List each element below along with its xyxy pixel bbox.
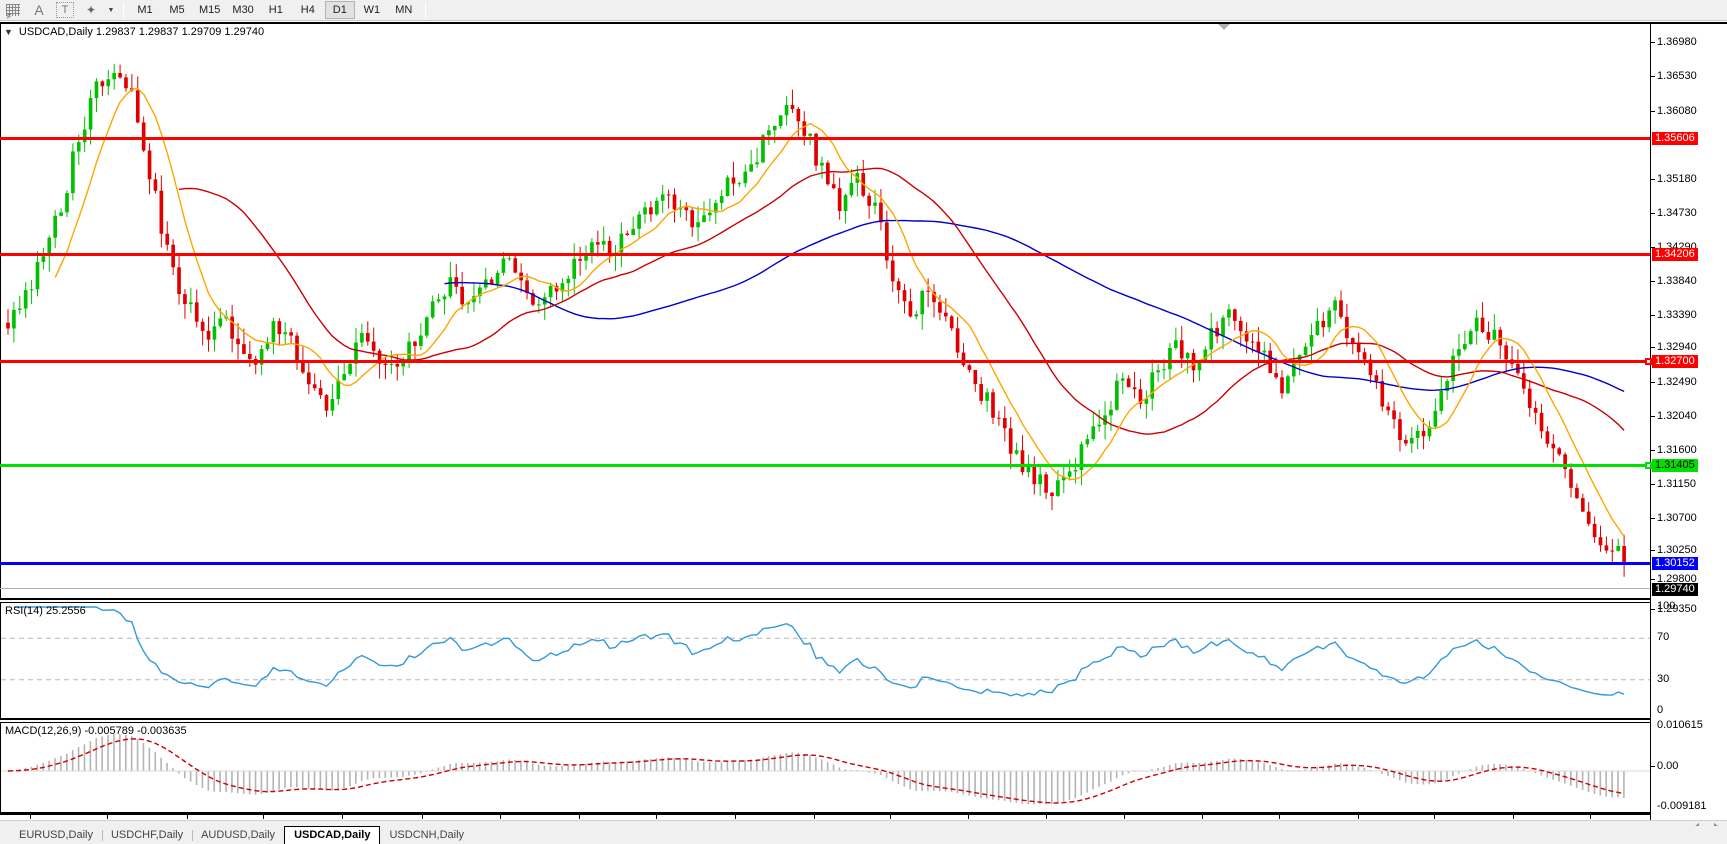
- timeframe-w1[interactable]: W1: [363, 4, 381, 16]
- macd-pane[interactable]: MACD(12,26,9) -0.005789 -0.003635: [0, 722, 1650, 814]
- timeframe-h4[interactable]: H4: [300, 4, 315, 16]
- chart-tab-bar: EURUSD,Daily USDCHF,Daily AUDUSD,Daily U…: [0, 826, 1727, 844]
- date-tick-mark: [1434, 815, 1436, 819]
- date-tick-mark: [889, 815, 891, 819]
- timeframe-m1[interactable]: M1: [137, 4, 153, 16]
- objects-icon[interactable]: ✦: [85, 3, 97, 17]
- chart-menu-caret-icon[interactable]: ▼: [4, 27, 13, 37]
- pane-collapse-arrow-icon[interactable]: [1218, 24, 1230, 30]
- price-tick: 1.30250: [1651, 544, 1727, 556]
- date-tick-mark: [263, 815, 265, 819]
- date-tick-mark: [1201, 815, 1203, 819]
- last-price-line[interactable]: [0, 588, 1650, 589]
- price-tick: 1.32940: [1651, 341, 1727, 353]
- price-tick: 1.36530: [1651, 70, 1727, 82]
- toolbar-divider-2: [424, 2, 426, 18]
- rsi-plot: [1, 606, 1650, 697]
- support-green-line[interactable]: [0, 464, 1650, 467]
- date-tick-mark: [579, 815, 581, 819]
- chart-tab-usdchf[interactable]: USDCHF,Daily: [101, 827, 192, 844]
- price-tick: 1.36980: [1651, 36, 1727, 48]
- chart-tab-audusd[interactable]: AUDUSD,Daily: [192, 827, 284, 844]
- toolbar-divider: [123, 2, 124, 18]
- support-blue-price-label[interactable]: 1.30152: [1652, 557, 1698, 570]
- timeframe-mn[interactable]: MN: [395, 4, 413, 16]
- price-tick: 1.31150: [1651, 478, 1727, 490]
- price-tick: 1.30700: [1651, 512, 1727, 524]
- timeframe-d1[interactable]: D1: [324, 1, 355, 19]
- support-blue-line[interactable]: [0, 562, 1650, 565]
- chart-tab-usdcad[interactable]: USDCAD,Daily: [284, 826, 381, 844]
- resistance-1-line[interactable]: [0, 137, 1650, 140]
- price-tick: 1.33390: [1651, 309, 1727, 321]
- date-tick-mark: [656, 815, 658, 819]
- crosshair-grid-icon[interactable]: [0, 1, 26, 21]
- pane-border: [0, 24, 1, 598]
- price-tick: 1.29800: [1651, 573, 1727, 585]
- rsi-level-label: 100: [1657, 600, 1676, 612]
- support-green-price-label[interactable]: 1.31405: [1652, 459, 1698, 472]
- rsi-title: RSI(14) 25.2556: [5, 605, 86, 617]
- price-pane[interactable]: [0, 24, 1650, 600]
- date-tick-mark: [1357, 815, 1359, 819]
- date-tick-mark: [1590, 815, 1592, 819]
- main-toolbar: A T ✦ ▼ M1 M5 M15 M30 H1 H4 D1 W1 MN: [0, 0, 1727, 21]
- rsi-level-label: 30: [1657, 672, 1670, 685]
- pane-border: [0, 723, 1, 812]
- timeframe-m5[interactable]: M5: [169, 4, 185, 16]
- date-tick-mark: [107, 815, 109, 819]
- chart-window[interactable]: ▼ USDCAD,Daily 1.29837 1.29837 1.29709 1…: [0, 22, 1727, 842]
- price-tick: 1.29350: [1651, 603, 1727, 615]
- price-tick: 1.35180: [1651, 173, 1727, 185]
- symbol-info-bar: ▼ USDCAD,Daily 1.29837 1.29837 1.29709 1…: [0, 24, 264, 40]
- date-tick-mark: [1513, 815, 1515, 819]
- date-tick-mark: [1278, 815, 1280, 819]
- symbol-ohlc-text: USDCAD,Daily 1.29837 1.29837 1.29709 1.2…: [18, 26, 265, 38]
- rsi-level-label: 0: [1657, 704, 1664, 716]
- date-tick-mark: [422, 815, 424, 819]
- timeframe-m30[interactable]: M30: [232, 4, 254, 16]
- price-scale[interactable]: 1.36980 1.36530 1.36080 1.35180 1.34730 1.342…: [1650, 24, 1727, 822]
- macd-plot: [1, 734, 1650, 805]
- date-tick-mark: [29, 815, 31, 819]
- resistance-2-price-label[interactable]: 1.34206: [1652, 248, 1698, 261]
- date-tick-mark: [500, 815, 502, 819]
- resistance-1-price-label[interactable]: 1.35606: [1652, 132, 1698, 145]
- price-tick: 1.33840: [1651, 275, 1727, 287]
- support-green-drag-handle[interactable]: [1645, 462, 1652, 469]
- macd-level-label: 0.00: [1651, 760, 1727, 772]
- date-tick-mark: [186, 815, 188, 819]
- rsi-level-label: 70: [1657, 631, 1670, 644]
- dropdown-arrow-icon[interactable]: ▼: [107, 6, 115, 14]
- resistance-3-price-label[interactable]: 1.32700: [1652, 355, 1698, 368]
- price-tick: 1.31600: [1651, 444, 1727, 456]
- pane-border: [0, 603, 1, 718]
- timeframe-h1[interactable]: H1: [268, 4, 283, 16]
- date-tick-mark: [734, 815, 736, 819]
- date-tick-mark: [1046, 815, 1048, 819]
- date-tick-mark: [813, 815, 815, 819]
- resistance-3-line[interactable]: [0, 360, 1650, 363]
- price-candlestick-plot: [6, 63, 1626, 577]
- date-tick-mark: [968, 815, 970, 819]
- date-tick-mark: [342, 815, 344, 819]
- resistance-3-drag-handle[interactable]: [1645, 358, 1652, 365]
- label-tool-icon[interactable]: T: [56, 2, 74, 18]
- rsi-pane[interactable]: RSI(14) 25.2556: [0, 602, 1650, 720]
- price-tick: 1.34730: [1651, 207, 1727, 219]
- price-tick: 1.32490: [1651, 376, 1727, 388]
- text-tool-icon[interactable]: A: [34, 2, 44, 18]
- timeframe-m15[interactable]: M15: [199, 4, 221, 16]
- last-price-price-label[interactable]: 1.29740: [1652, 583, 1698, 596]
- chart-tab-eurusd[interactable]: EURUSD,Daily: [19, 829, 93, 841]
- resistance-2-line[interactable]: [0, 253, 1650, 256]
- macd-level-label: 0.010615: [1657, 719, 1703, 731]
- price-tick: 1.32040: [1651, 410, 1727, 422]
- date-tick-mark: [1124, 815, 1126, 819]
- macd-level-label: -0.009181: [1657, 800, 1707, 812]
- chart-tab-usdcnh[interactable]: USDCNH,Daily: [389, 829, 465, 841]
- macd-title: MACD(12,26,9) -0.005789 -0.003635: [5, 725, 187, 737]
- price-tick: 1.36080: [1651, 105, 1727, 117]
